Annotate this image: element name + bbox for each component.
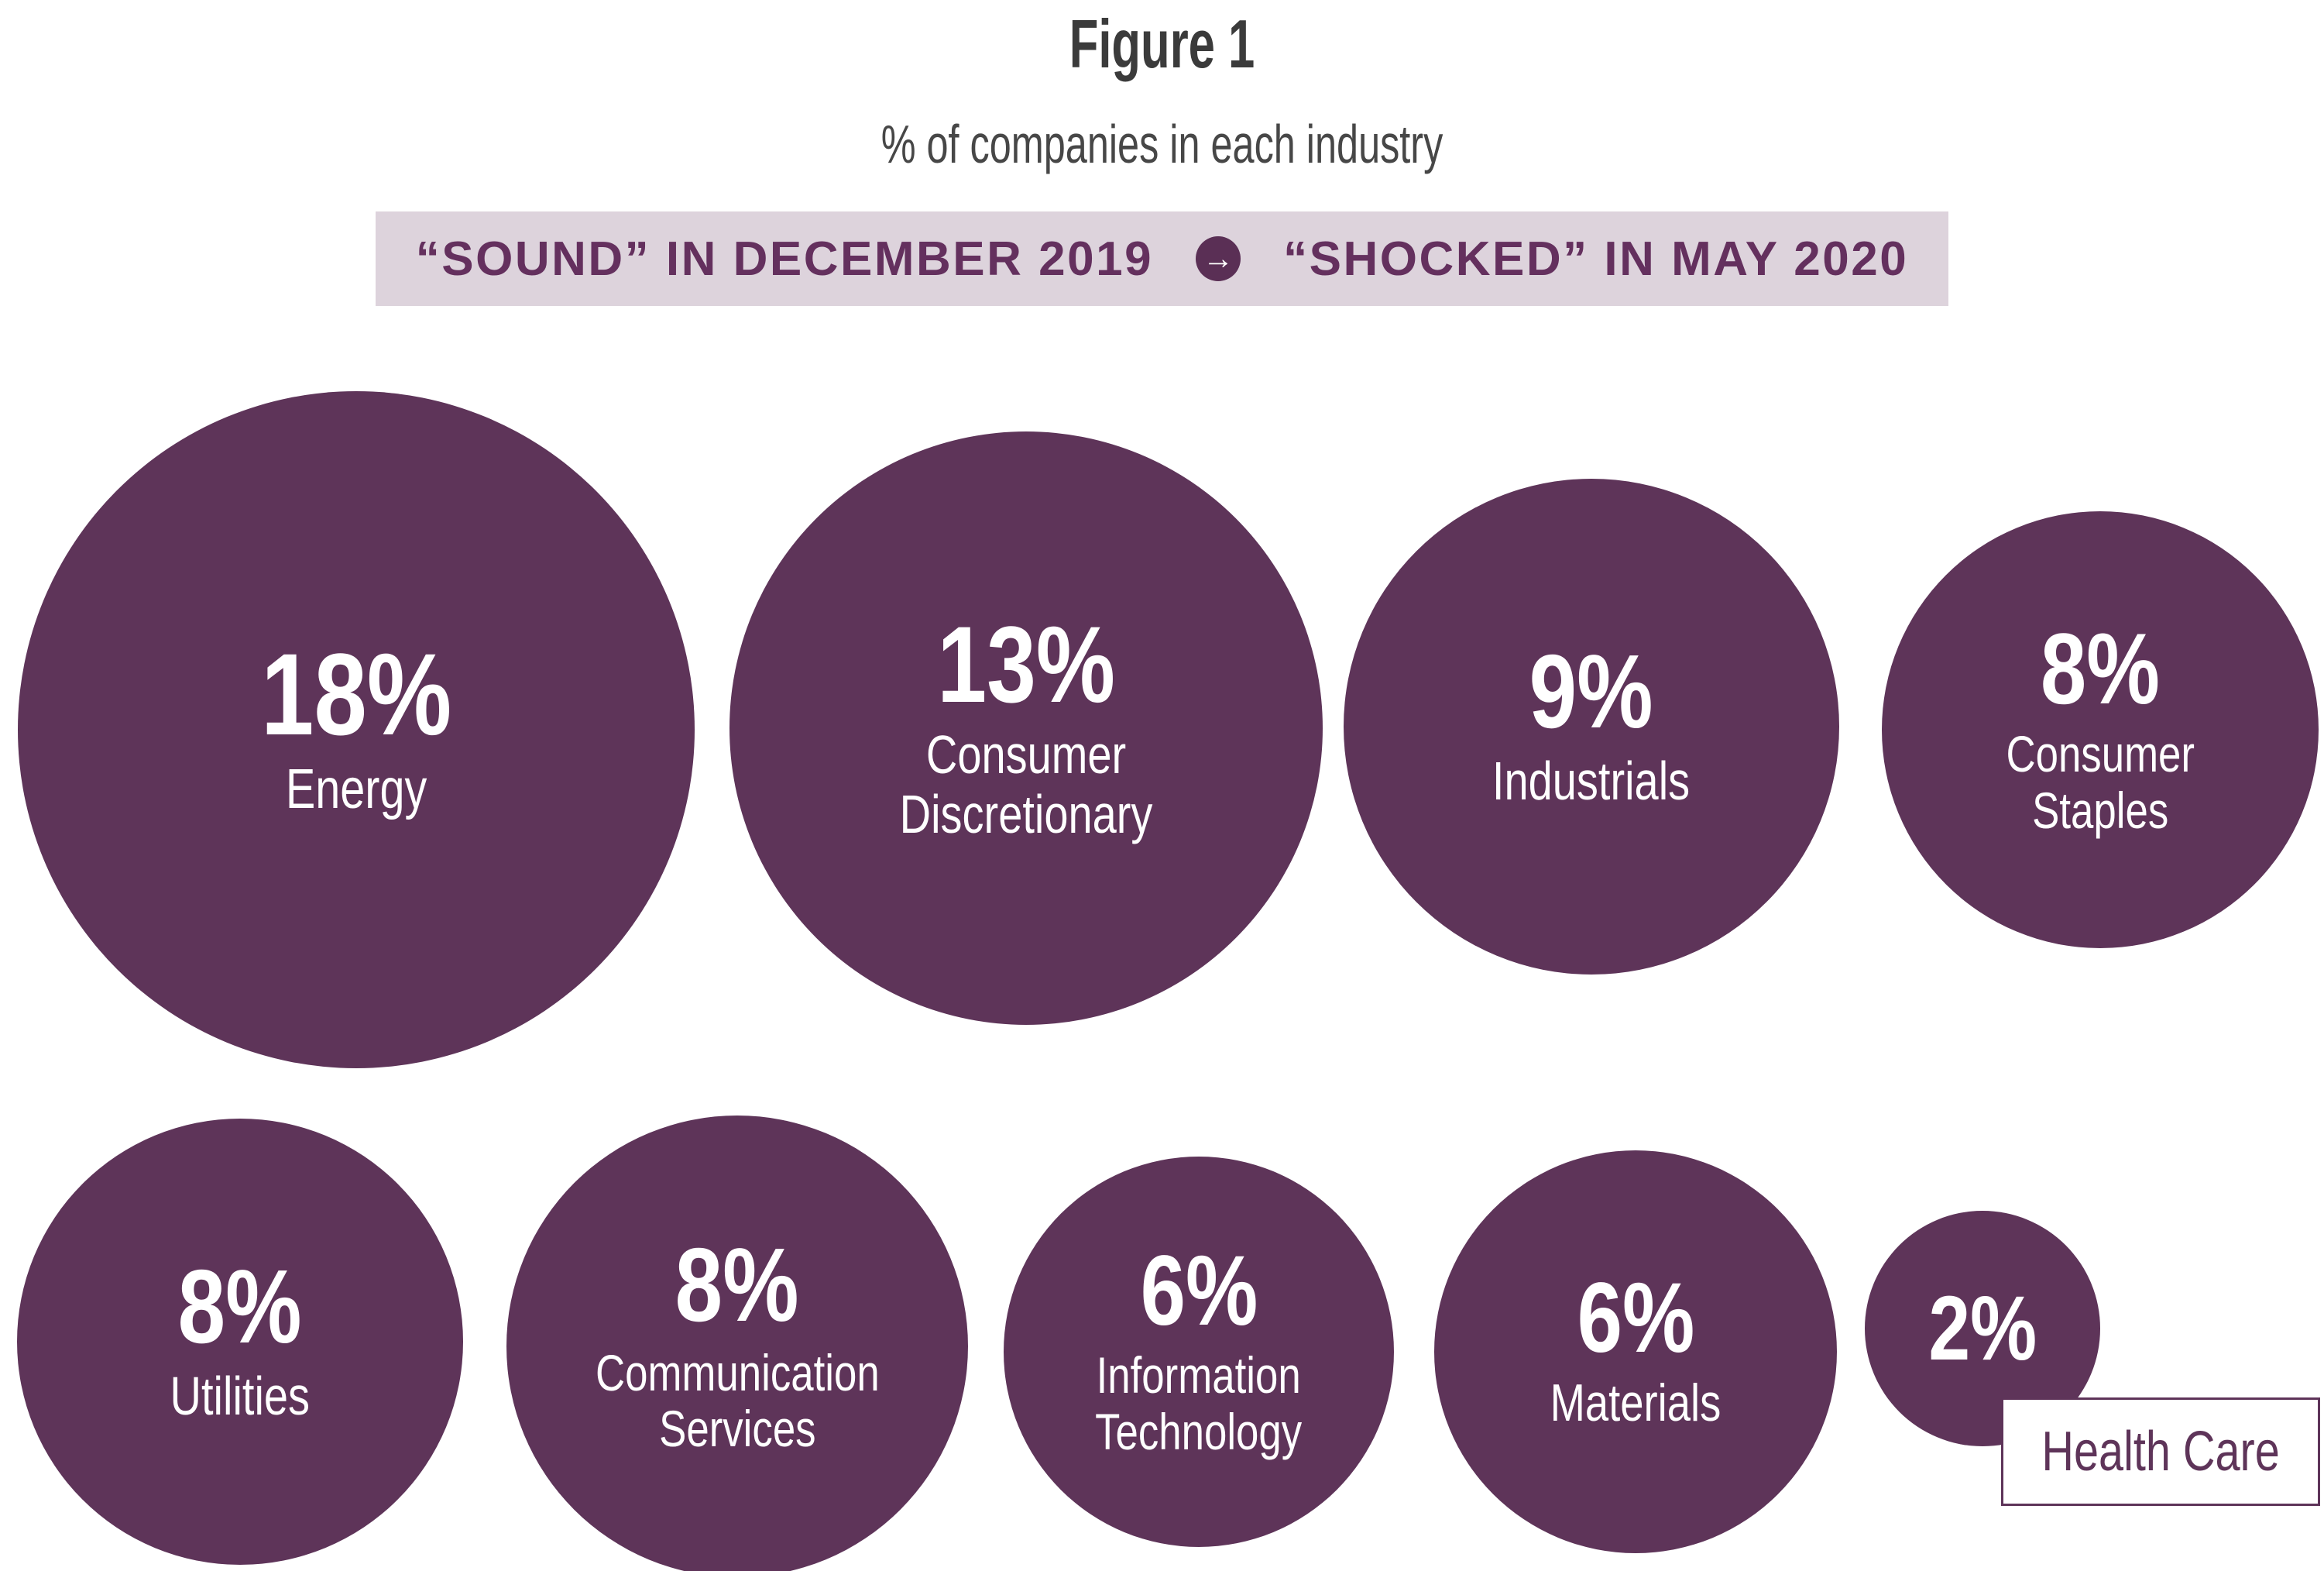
banner-left-label: “SOUND” IN DECEMBER 2019 xyxy=(415,232,1154,286)
bubble-label: Consumer Discretionary xyxy=(899,724,1153,844)
bubble-value: 13% xyxy=(937,603,1115,725)
bubble-label: Health Care xyxy=(2041,1421,2280,1483)
bubble-industrials: 9% Industrials xyxy=(1344,479,1839,975)
bubble-value: 6% xyxy=(1577,1262,1694,1373)
bubble-energy: 18% Energy xyxy=(18,391,695,1068)
health-care-label-box: Health Care xyxy=(2001,1397,2320,1506)
bubble-label: Consumer Staples xyxy=(2006,725,2195,839)
bubble-value: 6% xyxy=(1140,1235,1258,1346)
bubble-value: 9% xyxy=(1529,633,1654,751)
bubble-consumer-discretionary: 13% Consumer Discretionary xyxy=(729,431,1323,1025)
bubble-value: 18% xyxy=(260,629,452,760)
figure-title: Figure 1 xyxy=(1069,5,1255,82)
bubble-label: Information Technology xyxy=(1095,1346,1303,1460)
arrow-right-icon: → xyxy=(1196,236,1241,281)
period-banner: “SOUND” IN DECEMBER 2019 → “SHOCKED” IN … xyxy=(376,211,1948,306)
bubble-label: Energy xyxy=(285,758,427,820)
bubble-value: 8% xyxy=(675,1226,800,1344)
figure-subtitle: % of companies in each industry xyxy=(881,114,1443,174)
bubble-label: Materials xyxy=(1550,1373,1722,1433)
bubble-label: Utilities xyxy=(170,1365,311,1426)
bubble-label: Industrials xyxy=(1492,750,1691,811)
bubble-information-technology: 6% Information Technology xyxy=(1004,1157,1394,1547)
bubble-communication-services: 8% Communication Services xyxy=(506,1116,968,1571)
bubble-value: 8% xyxy=(177,1248,303,1366)
bubble-value: 2% xyxy=(1928,1277,2037,1380)
bubble-consumer-staples: 8% Consumer Staples xyxy=(1882,511,2319,948)
banner-right-label: “SHOCKED” IN MAY 2020 xyxy=(1283,232,1909,286)
bubble-utilities: 8% Utilities xyxy=(17,1119,463,1565)
bubble-value: 8% xyxy=(2040,611,2161,725)
bubble-label: Communication Services xyxy=(595,1343,880,1458)
bubble-materials: 6% Materials xyxy=(1434,1150,1837,1553)
